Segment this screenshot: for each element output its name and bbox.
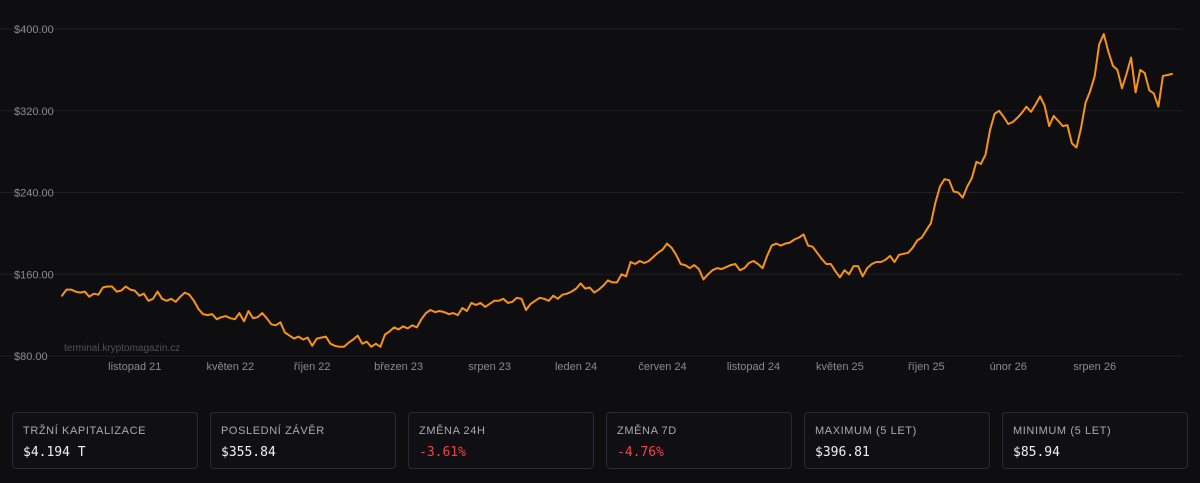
x-tick-label: červen 24: [638, 361, 686, 373]
chart-svg: $80.00 $160.00 $240.00 $320.00 $400.00 listo…: [0, 24, 1183, 373]
y-tick-label: $160.00: [14, 269, 54, 281]
x-tick-label: leden 24: [555, 361, 597, 373]
stat-card-change-7d: Změna 7D -4.76%: [606, 412, 792, 469]
price-line: [61, 33, 1173, 348]
stat-card-max-5y: Maximum (5 let) $396.81: [804, 412, 990, 469]
watermark: terminal.kryptomagazin.cz: [64, 343, 180, 354]
price-chart: $80.00 $160.00 $240.00 $320.00 $400.00 listo…: [0, 24, 1183, 373]
stat-label: Tržní kapitalizace: [23, 425, 147, 437]
stats-bar: Tržní kapitalizace $4.194 T Poslední záv…: [12, 412, 1188, 469]
stat-card-last-close: Poslední závěr $355.84: [210, 412, 396, 469]
stat-card-market-cap: Tržní kapitalizace $4.194 T: [12, 412, 198, 469]
y-axis: $80.00 $160.00 $240.00 $320.00 $400.00: [14, 24, 54, 363]
x-axis: listopad 21 květen 22 říjen 22 březen 23 srp…: [108, 361, 1116, 373]
stat-value: $85.94: [1013, 445, 1060, 460]
x-tick-label: únor 26: [990, 361, 1027, 373]
y-tick-label: $240.00: [14, 188, 54, 200]
stat-value: $4.194 T: [23, 445, 86, 460]
stat-card-change-24h: Změna 24h -3.61%: [408, 412, 594, 469]
x-tick-label: květen 22: [206, 361, 254, 373]
stat-label: Minimum (5 let): [1013, 425, 1112, 437]
stat-value: $355.84: [221, 445, 276, 460]
stat-value: -3.61%: [419, 445, 466, 460]
stat-label: Změna 24h: [419, 425, 486, 437]
stat-value: $396.81: [815, 445, 870, 460]
x-tick-label: srpen 23: [468, 361, 511, 373]
stat-label: Maximum (5 let): [815, 425, 917, 437]
y-tick-label: $320.00: [14, 106, 54, 118]
y-tick-label: $400.00: [14, 24, 54, 36]
series-layer: [61, 33, 1173, 348]
x-tick-label: květen 25: [816, 361, 864, 373]
stat-label: Změna 7D: [617, 425, 677, 437]
x-tick-label: listopad 21: [108, 361, 161, 373]
x-tick-label: listopad 24: [727, 361, 780, 373]
grid-layer: [0, 28, 1183, 357]
y-tick-label: $80.00: [14, 351, 48, 363]
x-tick-label: říjen 22: [294, 361, 331, 373]
x-tick-label: srpen 26: [1073, 361, 1116, 373]
stat-value: -4.76%: [617, 445, 664, 460]
stat-label: Poslední závěr: [221, 425, 325, 437]
x-tick-label: březen 23: [374, 361, 423, 373]
stat-card-min-5y: Minimum (5 let) $85.94: [1002, 412, 1188, 469]
x-tick-label: říjen 25: [908, 361, 945, 373]
